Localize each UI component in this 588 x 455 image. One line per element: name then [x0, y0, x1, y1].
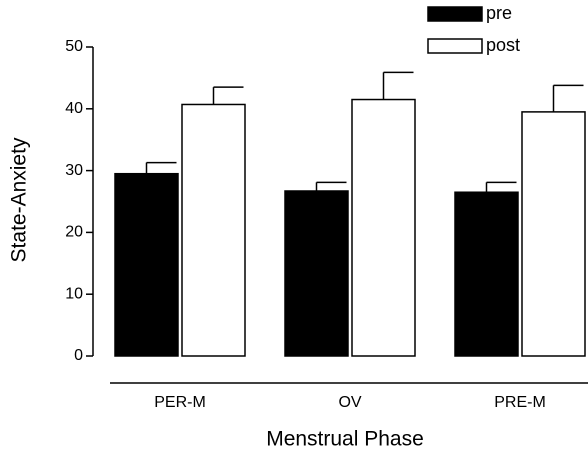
- bar: [284, 190, 349, 357]
- y-tick-label: 30: [65, 162, 83, 179]
- x-tick-label: PER-M: [154, 394, 206, 411]
- legend-swatch: [427, 6, 483, 22]
- bar: [114, 172, 179, 357]
- x-tick-label: PRE-M: [494, 394, 546, 411]
- bar: [181, 103, 246, 357]
- legend-label: post: [486, 35, 520, 55]
- y-tick-label: 0: [74, 347, 83, 364]
- bar: [454, 191, 519, 357]
- legend-swatch: [427, 38, 483, 54]
- y-tick-label: 10: [65, 285, 83, 302]
- bar: [521, 111, 586, 357]
- y-tick-label: 50: [65, 38, 83, 55]
- y-axis-label: State-Anxiety: [8, 137, 31, 262]
- x-tick-label: OV: [338, 394, 361, 411]
- legend-label: pre: [486, 3, 512, 23]
- y-tick-label: 40: [65, 100, 83, 117]
- bar: [351, 98, 416, 357]
- y-tick-label: 20: [65, 224, 83, 241]
- x-axis-label: Menstrual Phase: [266, 428, 424, 451]
